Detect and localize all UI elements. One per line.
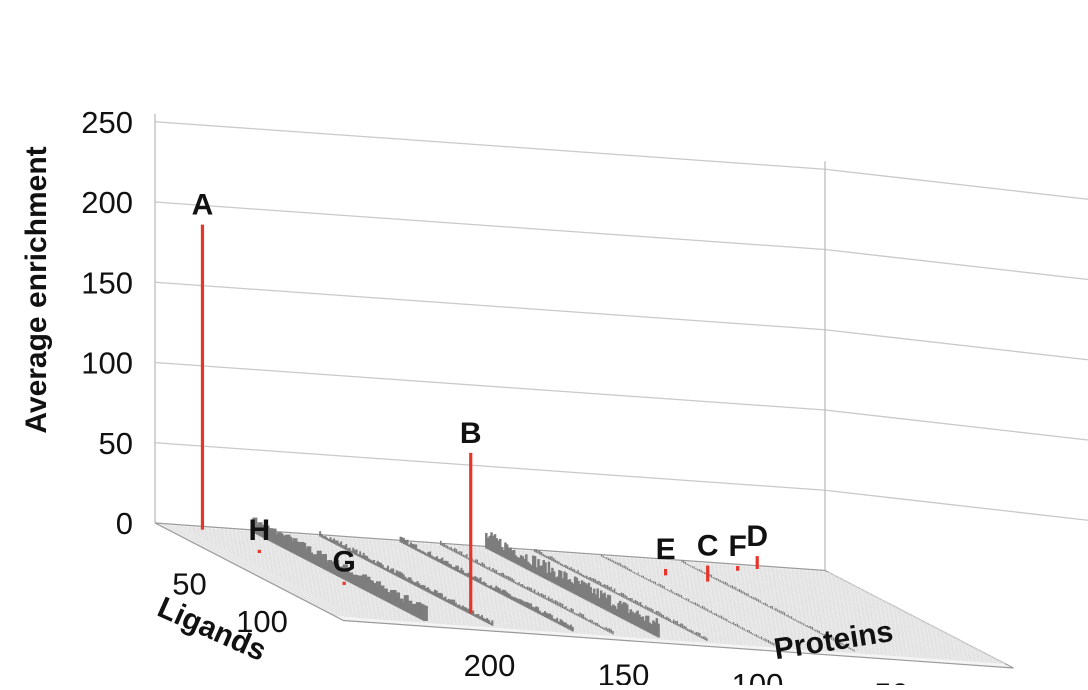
chart-walls <box>154 113 1088 571</box>
x-tick-label: 50 <box>874 677 908 686</box>
y-gridline <box>154 281 1088 361</box>
y-gridline <box>154 201 1088 281</box>
surface-ridge <box>338 608 988 655</box>
surface-ridge <box>195 533 844 581</box>
y-tick-label: 100 <box>81 346 133 381</box>
z-tick-label: 100 <box>236 604 288 639</box>
surface-ridge <box>168 524 346 618</box>
z-tick-label: 50 <box>172 567 206 602</box>
chart-surface <box>160 517 1005 664</box>
y-gridline <box>154 361 1088 441</box>
y-tick-label: 250 <box>81 105 133 140</box>
x-tick-label: 150 <box>598 658 650 686</box>
surface-ridge <box>176 525 354 618</box>
peak-label-C: C <box>697 530 719 563</box>
peak-label-D: D <box>746 520 768 553</box>
peak-label-A: A <box>192 189 214 222</box>
peak-label-F: F <box>728 530 746 563</box>
surface-ridge <box>347 612 997 660</box>
peak-label-B: B <box>460 417 482 450</box>
y-tick-label: 200 <box>81 185 133 220</box>
x-tick-label: 200 <box>464 648 516 683</box>
peak-label-E: E <box>656 533 676 566</box>
y-tick-label: 50 <box>99 426 133 461</box>
chart-bars <box>200 224 759 614</box>
y-gridline <box>154 442 1088 521</box>
surface-ridge <box>164 524 342 617</box>
surface-ridge <box>343 610 992 658</box>
y-gridline <box>154 121 1088 200</box>
peak-label-G: G <box>332 546 355 579</box>
surface-ridge <box>160 524 338 617</box>
x-tick-label: 100 <box>732 667 784 685</box>
y-tick-label: 0 <box>116 506 133 541</box>
chart-text: ABCDEFGH05010015020025005010015020050100… <box>20 105 1034 690</box>
y-tick-label: 150 <box>81 265 133 300</box>
surface-ridge <box>356 617 1005 664</box>
peak-label-H: H <box>249 514 271 547</box>
y-axis-title: Average enrichment <box>20 146 53 433</box>
surface-ridge <box>827 571 1005 664</box>
z-axis-title: Ligands <box>153 591 271 668</box>
surface-ridge <box>172 525 350 618</box>
surface-ridge <box>351 614 1001 662</box>
